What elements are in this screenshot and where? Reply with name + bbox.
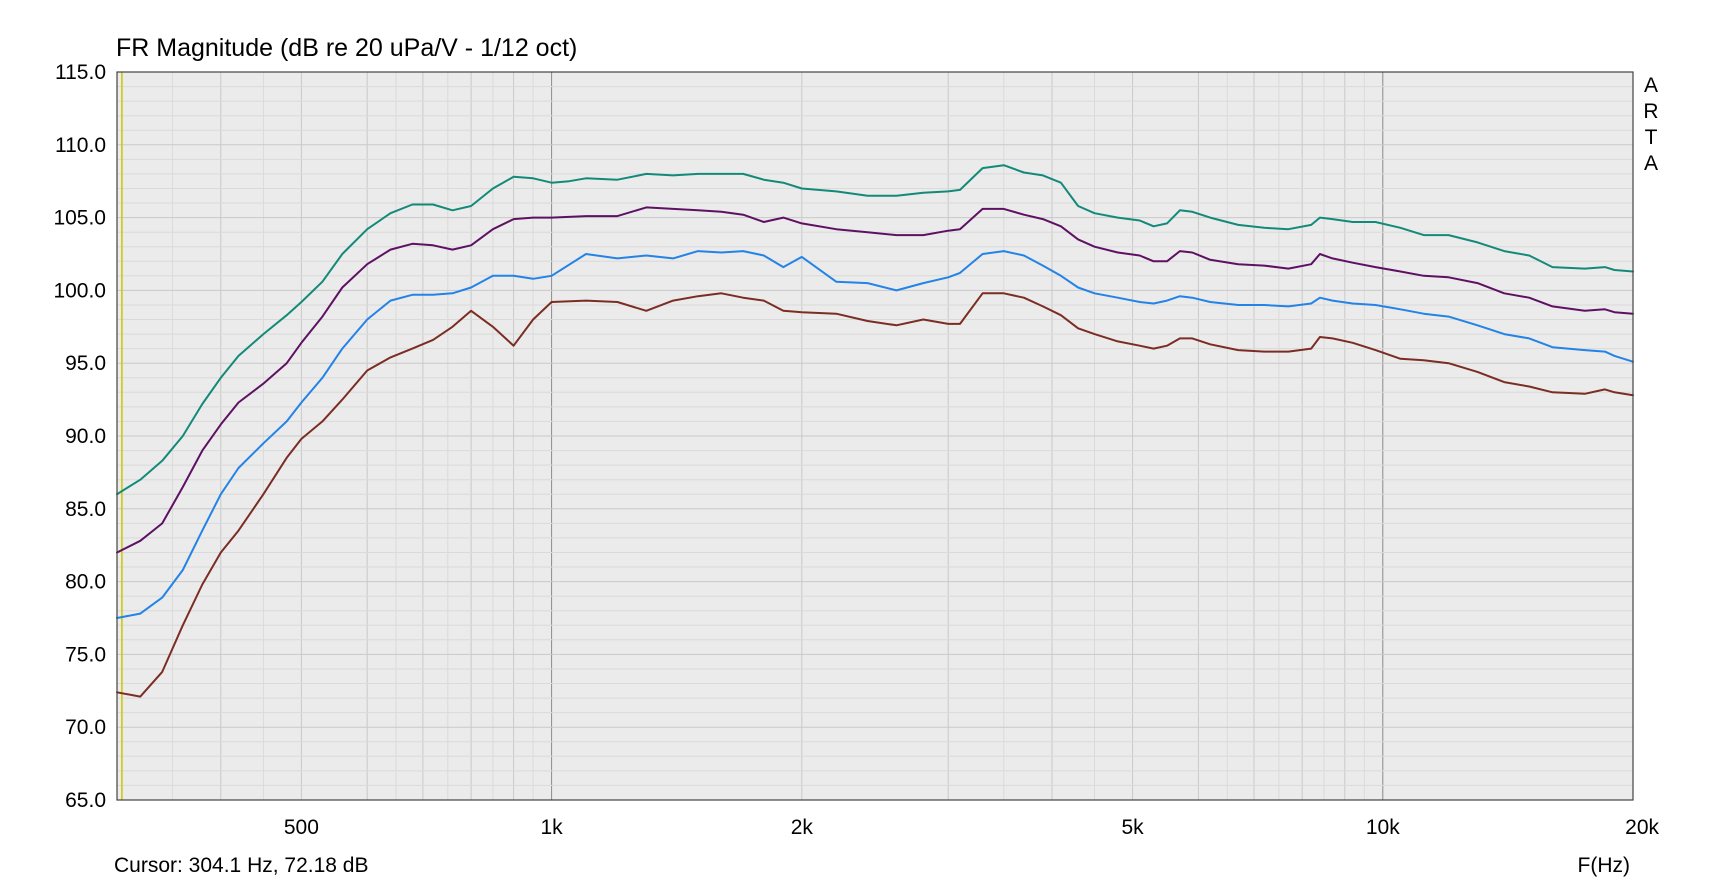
x-tick-label: 20k [1625,816,1659,839]
brand-letter: T [1645,126,1658,149]
series-line-1 [116,164,1634,496]
x-tick-label: 5k [1122,816,1145,839]
cursor-readout: Cursor: 304.1 Hz, 72.18 dB [114,854,368,877]
x-tick-label: 1k [541,816,564,839]
plot-frame [116,71,1634,801]
grid-lines [117,72,1633,800]
y-tick-label: 80.0 [65,571,106,594]
chart-title: FR Magnitude (dB re 20 uPa/V - 1/12 oct) [116,34,577,62]
y-tick-label: 65.0 [65,789,106,812]
y-tick-label: 70.0 [65,716,106,739]
x-axis-label: F(Hz) [1578,854,1630,877]
brand-letter: A [1644,74,1658,97]
y-tick-label: 105.0 [53,207,106,230]
y-axis-ticks: 115.0 110.0 105.0 100.0 95.0 90.0 85.0 80.0 75.0… [53,61,106,812]
brand-letter: A [1644,152,1658,175]
x-tick-label: 2k [791,816,814,839]
x-tick-label: 10k [1366,816,1400,839]
y-tick-label: 115.0 [55,61,106,84]
series-line-3 [116,250,1634,619]
y-tick-label: 95.0 [65,352,106,375]
x-axis-ticks: 500 1k 2k 5k 10k 20k [284,816,1660,839]
y-tick-label: 100.0 [53,279,106,302]
y-tick-label: 85.0 [65,498,106,521]
series-lines [116,164,1634,698]
y-tick-label: 90.0 [65,425,106,448]
series-line-4 [116,292,1634,698]
series-line-2 [116,206,1634,554]
y-tick-label: 75.0 [65,643,106,666]
y-tick-label: 110.0 [55,134,106,157]
x-tick-label: 500 [284,816,319,839]
brand-letter: R [1643,100,1658,123]
